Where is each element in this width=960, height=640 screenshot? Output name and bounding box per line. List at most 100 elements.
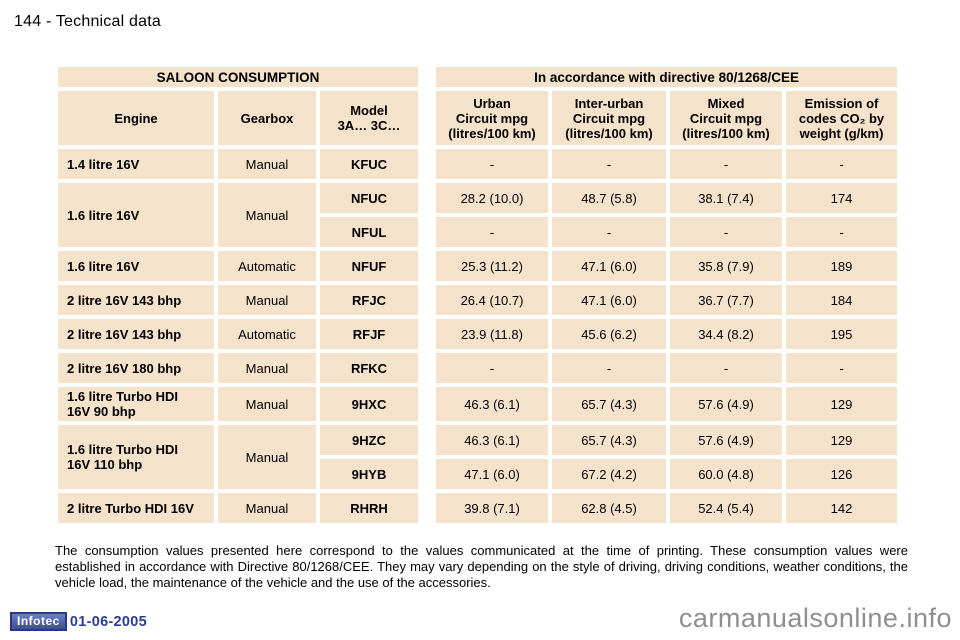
infotec-logo: Infotec — [10, 612, 67, 631]
table-row: 1.6 litre Turbo HDI 16V 110 bhp Manual 9… — [58, 425, 898, 489]
urban-cell: - — [436, 217, 549, 247]
table-group-gap — [422, 425, 432, 455]
urban-cell: 47.1 (6.0) — [436, 459, 549, 489]
model-cell: NFUF — [320, 251, 419, 281]
mixed-cell: - — [670, 149, 783, 179]
emission-cell: 174 — [786, 183, 898, 213]
gearbox-cell: Manual — [218, 285, 316, 315]
interurban-cell: - — [552, 149, 667, 179]
urban-cell: 25.3 (11.2) — [436, 251, 549, 281]
table-group-gap — [422, 149, 432, 179]
table-row: NFUL - - - - — [58, 217, 898, 247]
page-header: 144 - Technical data — [14, 13, 161, 31]
engine-cell: 1.6 litre 16V — [58, 251, 214, 281]
model-cell: NFUC — [320, 183, 419, 213]
group-header-directive: In accordance with directive 80/1268/CEE — [436, 67, 898, 87]
engine-cell: 1.4 litre 16V — [58, 149, 214, 179]
urban-cell: 46.3 (6.1) — [436, 387, 549, 421]
emission-cell: 129 — [786, 425, 898, 455]
interurban-cell: 65.7 (4.3) — [552, 387, 667, 421]
gearbox-cell: Manual — [218, 183, 316, 247]
mixed-cell: 57.6 (4.9) — [670, 425, 783, 455]
print-date: 01-06-2005 — [69, 613, 148, 630]
table-row: 9HYB 47.1 (6.0) 67.2 (4.2) 60.0 (4.8) 12… — [58, 459, 898, 489]
interurban-cell: 48.7 (5.8) — [552, 183, 667, 213]
urban-cell: 39.8 (7.1) — [436, 493, 549, 523]
urban-cell: 26.4 (10.7) — [436, 285, 549, 315]
mixed-cell: 36.7 (7.7) — [670, 285, 783, 315]
column-header-inter-urban: Inter-urban Circuit mpg (litres/100 km) — [552, 91, 667, 145]
urban-cell: - — [436, 353, 549, 383]
urban-cell: 28.2 (10.0) — [436, 183, 549, 213]
engine-cell: 2 litre 16V 180 bhp — [58, 353, 214, 383]
mixed-cell: 35.8 (7.9) — [670, 251, 783, 281]
table-row: 1.6 litre 16V Automatic NFUF 25.3 (11.2)… — [58, 251, 898, 281]
table-row: 2 litre 16V 180 bhp Manual RFKC - - - - — [58, 353, 898, 383]
table-group-gap — [422, 285, 432, 315]
gearbox-cell: Manual — [218, 493, 316, 523]
interurban-cell: 62.8 (4.5) — [552, 493, 667, 523]
emission-cell: 184 — [786, 285, 898, 315]
infotec-stamp: Infotec 01-06-2005 — [10, 612, 147, 631]
interurban-cell: 47.1 (6.0) — [552, 251, 667, 281]
model-cell: 9HZC — [320, 425, 419, 455]
table-row: 2 litre Turbo HDI 16V Manual RHRH 39.8 (… — [58, 493, 898, 523]
engine-cell: 2 litre 16V 143 bhp — [58, 319, 214, 349]
emission-cell: 195 — [786, 319, 898, 349]
interurban-cell: - — [552, 217, 667, 247]
gearbox-cell: Manual — [218, 353, 316, 383]
model-cell: KFUC — [320, 149, 419, 179]
emission-cell: 126 — [786, 459, 898, 489]
emission-cell: - — [786, 353, 898, 383]
urban-cell: 23.9 (11.8) — [436, 319, 549, 349]
table-row: 1.4 litre 16V Manual KFUC - - - - — [58, 149, 898, 179]
gearbox-cell: Automatic — [218, 251, 316, 281]
interurban-cell: 45.6 (6.2) — [552, 319, 667, 349]
table-group-gap — [422, 183, 432, 213]
interurban-cell: 47.1 (6.0) — [552, 285, 667, 315]
gearbox-cell: Manual — [218, 149, 316, 179]
table-column-header-row: Engine Gearbox Model 3A… 3C… Urban Circu… — [58, 91, 898, 145]
engine-cell: 1.6 litre 16V — [58, 183, 214, 247]
table-group-gap — [422, 459, 432, 489]
mixed-cell: 34.4 (8.2) — [670, 319, 783, 349]
urban-cell: - — [436, 149, 549, 179]
group-header-saloon-consumption: SALOON CONSUMPTION — [58, 67, 419, 87]
interurban-cell: 65.7 (4.3) — [552, 425, 667, 455]
urban-cell: 46.3 (6.1) — [436, 425, 549, 455]
gearbox-cell: Automatic — [218, 319, 316, 349]
model-cell: RFKC — [320, 353, 419, 383]
table-group-header-row: SALOON CONSUMPTION In accordance with di… — [58, 67, 898, 87]
consumption-table: SALOON CONSUMPTION In accordance with di… — [54, 63, 901, 527]
emission-cell: 142 — [786, 493, 898, 523]
model-cell: RFJC — [320, 285, 419, 315]
mixed-cell: 60.0 (4.8) — [670, 459, 783, 489]
engine-cell: 2 litre 16V 143 bhp — [58, 285, 214, 315]
mixed-cell: 57.6 (4.9) — [670, 387, 783, 421]
page-header-separator: - — [45, 13, 52, 30]
column-header-mixed: Mixed Circuit mpg (litres/100 km) — [670, 91, 783, 145]
interurban-cell: 67.2 (4.2) — [552, 459, 667, 489]
mixed-cell: 52.4 (5.4) — [670, 493, 783, 523]
table-group-gap — [422, 319, 432, 349]
engine-cell: 2 litre Turbo HDI 16V — [58, 493, 214, 523]
engine-cell: 1.6 litre Turbo HDI 16V 90 bhp — [58, 387, 214, 421]
page-title: Technical data — [55, 13, 161, 30]
page-number: 144 — [14, 13, 42, 30]
column-header-engine: Engine — [58, 91, 214, 145]
engine-cell: 1.6 litre Turbo HDI 16V 110 bhp — [58, 425, 214, 489]
consumption-note: The consumption values presented here co… — [55, 543, 908, 590]
column-header-model: Model 3A… 3C… — [320, 91, 419, 145]
model-cell: NFUL — [320, 217, 419, 247]
model-cell: RHRH — [320, 493, 419, 523]
mixed-cell: 38.1 (7.4) — [670, 183, 783, 213]
table-group-gap — [422, 353, 432, 383]
emission-cell: - — [786, 149, 898, 179]
mixed-cell: - — [670, 217, 783, 247]
table-group-gap — [422, 91, 432, 145]
watermark: carmanualsonline.info — [678, 603, 952, 633]
table-group-gap — [422, 251, 432, 281]
table-group-gap — [422, 67, 432, 87]
model-cell: 9HXC — [320, 387, 419, 421]
table-row: 2 litre 16V 143 bhp Automatic RFJF 23.9 … — [58, 319, 898, 349]
